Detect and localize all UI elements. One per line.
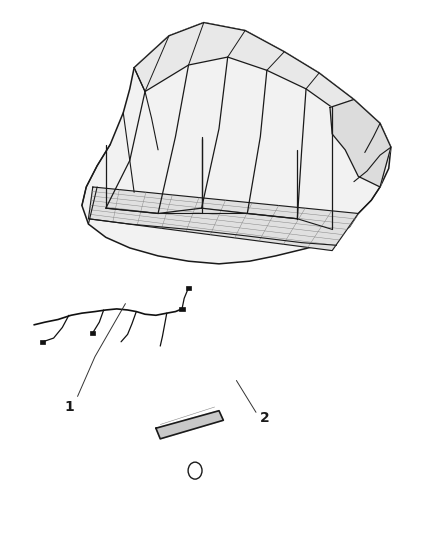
Polygon shape [156, 411, 223, 439]
Polygon shape [134, 22, 354, 108]
FancyBboxPatch shape [186, 286, 191, 290]
FancyBboxPatch shape [90, 330, 95, 335]
Polygon shape [82, 22, 391, 264]
FancyBboxPatch shape [180, 307, 185, 311]
Polygon shape [330, 100, 391, 187]
Polygon shape [88, 187, 358, 251]
Text: 1: 1 [64, 400, 74, 414]
FancyBboxPatch shape [40, 340, 46, 344]
Text: 2: 2 [260, 410, 269, 425]
